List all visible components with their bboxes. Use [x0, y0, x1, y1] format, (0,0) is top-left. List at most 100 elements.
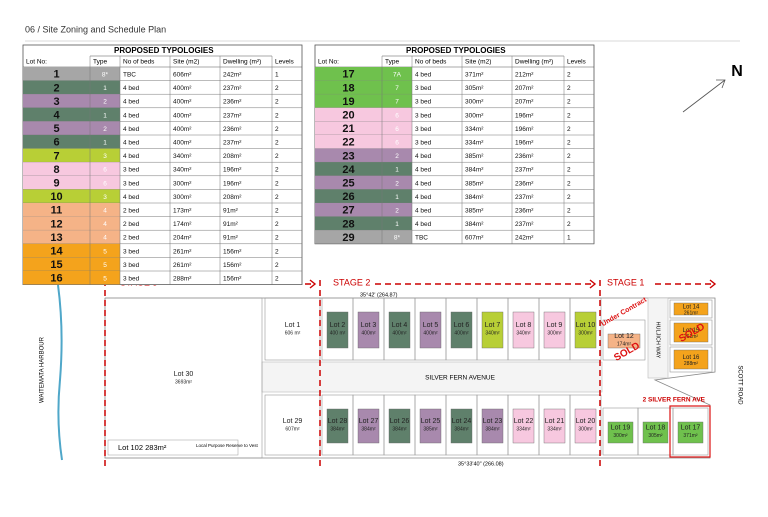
- house: [419, 311, 442, 349]
- lot-cell: [315, 107, 412, 122]
- column-header: Lot No:: [26, 59, 47, 66]
- lot-area: 334m²: [516, 426, 531, 432]
- lot-area: 300m²: [578, 426, 593, 432]
- house: [357, 408, 380, 444]
- cell: 237m²: [515, 167, 534, 174]
- lot-cell: [23, 135, 120, 149]
- cell: 5: [103, 248, 107, 255]
- lot-area: 174m²: [617, 341, 632, 347]
- cell: 2: [103, 126, 107, 133]
- cell: 607m²: [465, 235, 484, 242]
- lot-name: Lot 26: [390, 418, 410, 425]
- cell: 2: [275, 208, 279, 215]
- house: [673, 302, 709, 316]
- house: [673, 349, 709, 370]
- cell: 3: [103, 153, 107, 160]
- cell: 237m²: [515, 221, 534, 228]
- cell: 2: [275, 248, 279, 255]
- cell: 8*: [102, 72, 109, 79]
- lot-area: 384m²: [485, 426, 500, 432]
- lot-area: 400m²: [361, 330, 376, 336]
- cell: 2: [567, 221, 571, 228]
- lot-number: 6: [53, 137, 59, 149]
- column-header: Dwelling (m²): [515, 59, 553, 66]
- house: [543, 311, 566, 349]
- lot-area: 340m²: [485, 330, 500, 336]
- cell: 2: [275, 262, 279, 269]
- lot-name: Lot 30: [174, 371, 194, 378]
- cell: 2: [567, 85, 571, 92]
- house: [607, 333, 641, 349]
- house: [642, 421, 669, 444]
- cell: 173m²: [173, 208, 192, 215]
- cell: 3 bed: [123, 248, 140, 255]
- lot-cell: [23, 67, 120, 81]
- cell: 2: [567, 208, 571, 215]
- lot-cell: [23, 148, 120, 163]
- lot-name: Lot 16: [683, 355, 700, 361]
- cell: 236m²: [223, 99, 242, 106]
- lot-cell: [23, 189, 120, 203]
- water-label: WAITEMATA HARBOUR: [40, 336, 46, 403]
- lot-name: Lot 15: [683, 328, 700, 334]
- cell: 3 bed: [415, 112, 432, 119]
- cell: 4: [103, 235, 107, 242]
- cell: 7A: [393, 72, 402, 79]
- lot-area: 334m²: [547, 426, 562, 432]
- cell: 156m²: [223, 276, 242, 283]
- cell: 3 bed: [123, 276, 140, 283]
- lot-number: 27: [342, 205, 354, 217]
- house: [512, 311, 535, 349]
- lot-number: 14: [50, 246, 63, 258]
- cell: 91m²: [223, 235, 239, 242]
- bearing: 35°42' (264.87): [360, 292, 398, 298]
- lot-cell: [23, 162, 120, 176]
- lot-number: 10: [50, 191, 62, 203]
- house: [388, 408, 411, 444]
- cell: 237m²: [223, 85, 242, 92]
- house: [574, 408, 597, 444]
- cell: 4 bed: [123, 99, 140, 106]
- cell: 305m²: [465, 85, 484, 92]
- contract-stamp: Under Contract: [600, 296, 648, 328]
- cell: 5: [103, 276, 107, 283]
- cell: 1: [395, 194, 399, 201]
- lot-cell: [23, 107, 120, 122]
- lot-area: 607m²: [285, 426, 300, 432]
- cell: 196m²: [515, 140, 534, 147]
- cell: 2: [395, 153, 399, 160]
- cell: 237m²: [515, 194, 534, 201]
- lot-name: Lot 24: [452, 418, 472, 425]
- lot-number: 21: [342, 123, 354, 135]
- highlight: [669, 405, 711, 458]
- cell: 334m²: [465, 140, 484, 147]
- lot-cell: [315, 175, 412, 190]
- lot-number: 1: [53, 69, 59, 81]
- lot-cell: [23, 94, 120, 108]
- lot-name: Lot 18: [646, 424, 666, 431]
- cell: 6: [395, 112, 399, 119]
- cell: 384m²: [465, 221, 484, 228]
- cell: TBC: [415, 235, 428, 242]
- house: [677, 421, 704, 444]
- cell: 2: [567, 167, 571, 174]
- lot-cell: [23, 257, 120, 271]
- lot-area: 384m²: [454, 426, 469, 432]
- cell: 6: [103, 180, 107, 187]
- cell: 2: [567, 126, 571, 133]
- site-boundary: [104, 297, 716, 459]
- cell: 4 bed: [415, 221, 432, 228]
- lot-area: 371m²: [683, 433, 698, 439]
- cell: 400m²: [173, 112, 192, 119]
- cell: 288m²: [173, 276, 192, 283]
- lot-name: Lot 12: [614, 333, 634, 340]
- cell: 2: [275, 235, 279, 242]
- cell: 207m²: [515, 99, 534, 106]
- arrow-head: [309, 279, 317, 289]
- lot: [669, 346, 713, 373]
- lot-cell: [23, 271, 120, 285]
- stage-label: STAGE 2: [333, 277, 370, 287]
- lot-number: 28: [342, 218, 354, 230]
- lot-area: 384m²: [330, 426, 345, 432]
- lot-area: 288m²: [684, 361, 699, 367]
